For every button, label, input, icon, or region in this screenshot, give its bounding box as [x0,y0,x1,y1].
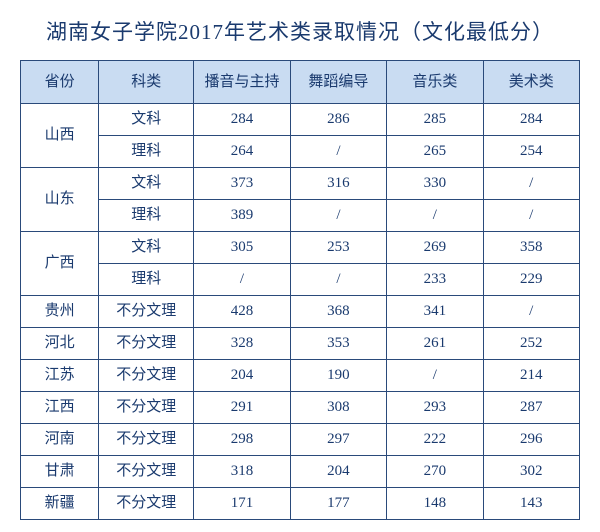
value-cell: 254 [483,136,579,168]
value-cell: 204 [290,456,386,488]
value-cell: / [290,200,386,232]
value-cell: 214 [483,360,579,392]
col-type: 科类 [99,61,194,104]
value-cell: 264 [194,136,290,168]
value-cell: 296 [483,424,579,456]
value-cell: 353 [290,328,386,360]
value-cell: / [194,264,290,296]
value-cell: / [387,360,483,392]
value-cell: 284 [194,104,290,136]
value-cell: 330 [387,168,483,200]
value-cell: 316 [290,168,386,200]
type-cell: 文科 [99,104,194,136]
table-row: 理科//233229 [21,264,580,296]
value-cell: 291 [194,392,290,424]
province-cell: 江苏 [21,360,99,392]
value-cell: 222 [387,424,483,456]
value-cell: 302 [483,456,579,488]
province-cell: 山东 [21,168,99,232]
value-cell: 253 [290,232,386,264]
table-row: 山东文科373316330/ [21,168,580,200]
type-cell: 理科 [99,264,194,296]
value-cell: / [483,296,579,328]
value-cell: 252 [483,328,579,360]
value-cell: 229 [483,264,579,296]
type-cell: 不分文理 [99,392,194,424]
table-row: 江西不分文理291308293287 [21,392,580,424]
type-cell: 不分文理 [99,456,194,488]
value-cell: 287 [483,392,579,424]
table-row: 河南不分文理298297222296 [21,424,580,456]
value-cell: 293 [387,392,483,424]
value-cell: 233 [387,264,483,296]
type-cell: 不分文理 [99,360,194,392]
value-cell: 297 [290,424,386,456]
value-cell: 204 [194,360,290,392]
value-cell: 341 [387,296,483,328]
type-cell: 不分文理 [99,328,194,360]
table-row: 甘肃不分文理318204270302 [21,456,580,488]
value-cell: 261 [387,328,483,360]
value-cell: / [483,168,579,200]
value-cell: 298 [194,424,290,456]
value-cell: 428 [194,296,290,328]
type-cell: 文科 [99,168,194,200]
value-cell: / [290,136,386,168]
province-cell: 甘肃 [21,456,99,488]
table-row: 广西文科305253269358 [21,232,580,264]
table-row: 山西文科284286285284 [21,104,580,136]
table-row: 江苏不分文理204190/214 [21,360,580,392]
value-cell: 286 [290,104,386,136]
province-cell: 贵州 [21,296,99,328]
province-cell: 河北 [21,328,99,360]
table-header-row: 省份 科类 播音与主持 舞蹈编导 音乐类 美术类 [21,61,580,104]
type-cell: 不分文理 [99,424,194,456]
col-province: 省份 [21,61,99,104]
page-title: 湖南女子学院2017年艺术类录取情况（文化最低分） [20,16,580,46]
value-cell: 389 [194,200,290,232]
value-cell: 328 [194,328,290,360]
value-cell: 373 [194,168,290,200]
value-cell: / [290,264,386,296]
value-cell: / [387,200,483,232]
value-cell: 285 [387,104,483,136]
province-cell: 广西 [21,232,99,296]
table-row: 贵州不分文理428368341/ [21,296,580,328]
value-cell: 270 [387,456,483,488]
admission-table: 省份 科类 播音与主持 舞蹈编导 音乐类 美术类 山西文科28428628528… [20,60,580,520]
province-cell: 山西 [21,104,99,168]
value-cell: / [483,200,579,232]
province-cell: 江西 [21,392,99,424]
col-major-2: 音乐类 [387,61,483,104]
table-row: 河北不分文理328353261252 [21,328,580,360]
value-cell: 265 [387,136,483,168]
value-cell: 269 [387,232,483,264]
col-major-3: 美术类 [483,61,579,104]
value-cell: 358 [483,232,579,264]
value-cell: 284 [483,104,579,136]
value-cell: 305 [194,232,290,264]
value-cell: 318 [194,456,290,488]
table-row: 理科389/// [21,200,580,232]
col-major-0: 播音与主持 [194,61,290,104]
table-row: 理科264/265254 [21,136,580,168]
col-major-1: 舞蹈编导 [290,61,386,104]
value-cell: 190 [290,360,386,392]
type-cell: 文科 [99,232,194,264]
type-cell: 理科 [99,136,194,168]
value-cell: 308 [290,392,386,424]
province-cell: 河南 [21,424,99,456]
value-cell: 368 [290,296,386,328]
type-cell: 理科 [99,200,194,232]
type-cell: 不分文理 [99,296,194,328]
